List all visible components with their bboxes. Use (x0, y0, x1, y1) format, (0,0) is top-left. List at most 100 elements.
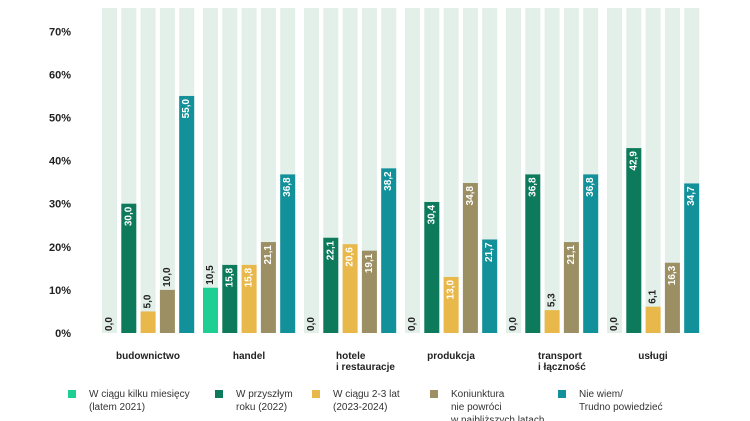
legend-swatch (68, 390, 76, 398)
category-label: transport i łączność (538, 351, 586, 373)
category-label: usługi (638, 351, 668, 362)
bar (583, 174, 599, 333)
background-bar (102, 8, 117, 333)
data-label: 55,0 (181, 99, 192, 119)
data-label: 0,0 (609, 317, 620, 331)
background-bar (304, 8, 319, 333)
y-tick-label: 50% (49, 113, 71, 125)
category-label: hotele i restauracje (336, 351, 395, 373)
data-label: 21,7 (484, 242, 495, 262)
x-axis: budownictwo handel hotele i restauracje prod… (116, 351, 668, 373)
category-label: handel (233, 351, 265, 362)
bar (179, 95, 195, 333)
legend-swatch (215, 390, 223, 398)
data-label: 0,0 (306, 317, 317, 331)
data-label: 42,9 (628, 151, 639, 171)
data-label: 15,8 (244, 267, 255, 287)
background-bar (140, 8, 156, 333)
y-tick-label: 0% (55, 328, 71, 340)
background-bar (241, 8, 257, 333)
y-tick-label: 20% (49, 242, 71, 254)
bar (563, 242, 579, 333)
background-bar (222, 8, 238, 333)
bar (664, 262, 680, 333)
background-bar (664, 8, 680, 333)
data-label: 10,5 (205, 265, 216, 285)
legend-label: W ciągu kilku miesięcy (latem 2021) (89, 389, 190, 413)
data-label: 20,6 (345, 247, 356, 267)
bar (342, 244, 358, 333)
background-bar (506, 8, 521, 333)
data-label: 5,3 (547, 293, 558, 307)
legend-item: Nie wiem/ Trudno powiedzieć (558, 388, 663, 414)
category-label: budownictwo (116, 351, 180, 362)
data-bars (121, 95, 700, 333)
data-label: 34,8 (465, 186, 476, 206)
data-label: 36,8 (282, 177, 293, 197)
data-label: 5,0 (143, 294, 154, 308)
bar (323, 237, 339, 333)
y-axis: 0% 10% 20% 30% 40% 50% 60% 70% (49, 26, 71, 340)
data-label: 34,7 (686, 186, 697, 206)
data-label: 36,8 (585, 177, 596, 197)
data-label: 22,1 (325, 240, 336, 260)
data-label: 38,2 (383, 171, 394, 191)
data-label: 0,0 (508, 317, 519, 331)
data-label: 0,0 (104, 317, 115, 331)
bar (462, 183, 478, 333)
bar (361, 250, 377, 333)
bar (260, 242, 276, 333)
bar (684, 183, 700, 333)
bar (626, 148, 642, 333)
bar (140, 311, 156, 333)
background-bar (159, 8, 175, 333)
bar (241, 264, 257, 333)
legend-swatch (312, 390, 320, 398)
bar (443, 276, 459, 333)
legend-item: Koniunktura nie powróci w najbliższych l… (430, 388, 544, 421)
bar (525, 174, 541, 333)
legend-item: W przyszłym roku (2022) (215, 388, 293, 414)
y-tick-label: 10% (49, 285, 71, 297)
bar (280, 174, 296, 333)
legend-label: W ciągu 2-3 lat (2023-2024) (333, 389, 400, 413)
data-label: 36,8 (527, 177, 538, 197)
bar (159, 289, 175, 333)
y-tick-label: 70% (49, 26, 71, 38)
legend: W ciągu kilku miesięcy (latem 2021) W prz… (0, 388, 750, 421)
legend-item: W ciągu 2-3 lat (2023-2024) (312, 388, 400, 414)
background-bar (443, 8, 459, 333)
legend-label: W przyszłym roku (2022) (236, 389, 293, 413)
background-bar (645, 8, 661, 333)
bar (645, 306, 661, 333)
legend-label: Koniunktura nie powróci w najbliższych l… (451, 389, 545, 421)
bar (544, 310, 560, 333)
bar (203, 287, 218, 333)
data-labels: 0,0 30,0 5,0 10,0 55,0 10,5 15,8 15,8 21,1 36,8 0,… (104, 99, 697, 331)
background-bar (203, 8, 218, 333)
data-label: 21,1 (263, 245, 274, 265)
legend-swatch (430, 390, 438, 398)
data-label: 10,0 (162, 267, 173, 287)
y-tick-label: 30% (49, 199, 71, 211)
data-label: 30,0 (123, 206, 134, 226)
background-bar (405, 8, 420, 333)
legend-swatch (558, 390, 566, 398)
data-label: 21,1 (566, 245, 577, 265)
data-label: 19,1 (364, 253, 375, 273)
category-label: produkcja (427, 351, 475, 362)
y-tick-label: 40% (49, 156, 71, 168)
bar (482, 239, 498, 333)
data-label: 6,1 (648, 289, 659, 303)
data-label: 13,0 (446, 280, 457, 300)
legend-item: W ciągu kilku miesięcy (latem 2021) (68, 388, 190, 414)
data-label: 30,4 (426, 205, 437, 225)
data-label: 15,8 (224, 267, 235, 287)
y-tick-label: 60% (49, 69, 71, 81)
bar (222, 264, 238, 333)
bar (381, 168, 397, 333)
background-bar (544, 8, 560, 333)
background-bar (607, 8, 622, 333)
data-label: 0,0 (407, 317, 418, 331)
